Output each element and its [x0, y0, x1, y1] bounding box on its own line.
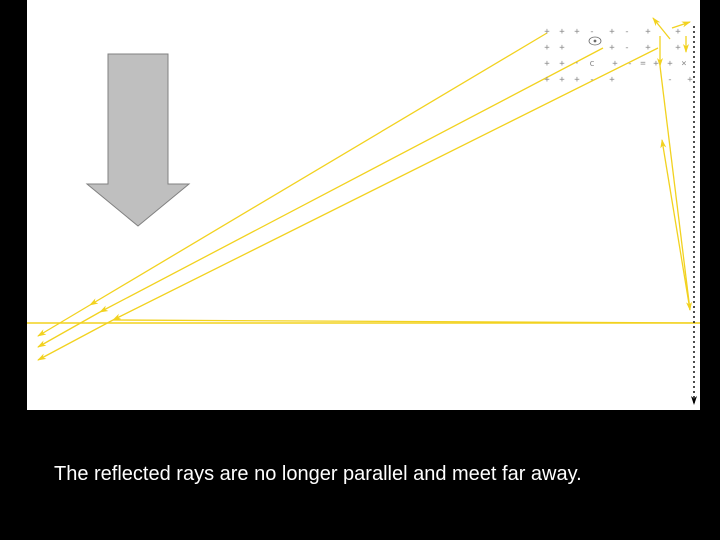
grid-mark: -	[624, 27, 629, 37]
ray-segment	[660, 66, 690, 310]
grid-mark: -	[589, 75, 594, 85]
grid-mark: +	[574, 27, 580, 37]
ray-segment	[662, 140, 690, 310]
grid-mark: -	[627, 59, 632, 69]
grid-mark: +	[559, 27, 565, 37]
grid-mark: +	[559, 43, 565, 53]
grid-mark: -	[624, 43, 629, 53]
grid-mark: +	[653, 59, 659, 69]
grid-mark: +	[544, 43, 550, 53]
grid-mark: +	[544, 75, 550, 85]
grid-mark: +	[574, 75, 580, 85]
ray-segment	[38, 305, 90, 336]
grid-mark: c	[589, 59, 594, 69]
down-arrow-block	[87, 54, 189, 226]
grid-mark: +	[675, 43, 681, 53]
eye-icon	[589, 37, 601, 45]
grid-mark: +	[609, 75, 615, 85]
grid-mark: +	[675, 27, 681, 37]
grid-mark: +	[559, 59, 565, 69]
grid-mark: +	[687, 75, 693, 85]
grid-mark: +	[667, 59, 673, 69]
grid-mark: =	[640, 59, 646, 69]
grid-mark: -	[589, 27, 594, 37]
grid-mark: ·	[574, 59, 579, 69]
grid-mark: +	[609, 43, 615, 53]
grid-mark: +	[612, 59, 618, 69]
grid-marks: +++-+-+++++-++++·c+-=++×+++-+-+	[544, 27, 693, 85]
grid-mark: +	[544, 59, 550, 69]
ray-segment	[653, 18, 670, 39]
grid-mark: -	[667, 75, 672, 85]
grid-mark: +	[609, 27, 615, 37]
grid-mark: +	[544, 27, 550, 37]
grid-mark: ×	[681, 59, 686, 69]
ray-diagram: +++-+-+++++-++++·c+-=++×+++-+-+	[0, 0, 720, 540]
grid-mark: +	[645, 43, 651, 53]
grid-mark: +	[645, 27, 651, 37]
ray-segment	[100, 48, 603, 312]
ray-segment	[113, 48, 658, 320]
caption-text: The reflected rays are no longer paralle…	[54, 461, 674, 488]
grid-mark: +	[559, 75, 565, 85]
